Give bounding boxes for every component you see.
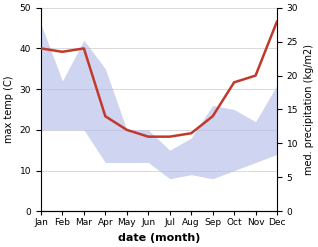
Y-axis label: med. precipitation (kg/m2): med. precipitation (kg/m2) xyxy=(304,44,314,175)
X-axis label: date (month): date (month) xyxy=(118,233,200,243)
Y-axis label: max temp (C): max temp (C) xyxy=(4,76,14,143)
